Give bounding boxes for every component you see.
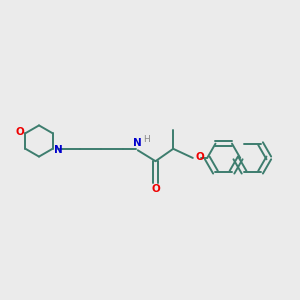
Text: H: H	[143, 135, 150, 144]
Text: N: N	[54, 145, 63, 155]
Text: N: N	[134, 138, 142, 148]
Text: O: O	[15, 127, 24, 137]
Text: O: O	[151, 184, 160, 194]
Text: O: O	[196, 152, 204, 162]
